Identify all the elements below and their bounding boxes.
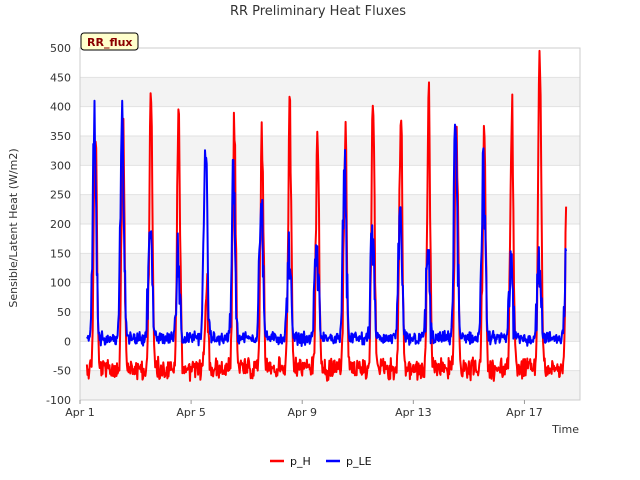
plot-band (80, 77, 580, 107)
plot-band (80, 194, 580, 224)
y-tick-label: 250 (50, 189, 71, 202)
y-tick-label: 400 (50, 101, 71, 114)
site-badge-box (80, 32, 139, 51)
x-tick-label: Apr 9 (287, 406, 317, 419)
y-tick-label: -100 (46, 394, 71, 407)
x-tick-label: Apr 5 (176, 406, 206, 419)
chart-title: RR Preliminary Heat Fluxes (230, 4, 406, 19)
plot-band (80, 253, 580, 283)
x-axis-label: Time (551, 423, 579, 436)
y-tick-label: 300 (50, 159, 71, 172)
series-lines (85, 49, 568, 382)
plot-frame (79, 47, 581, 401)
x-tick-label: Apr 13 (395, 406, 432, 419)
x-axis-ticks: Apr 1 Apr 5 Apr 9 Apr 13 Apr 17 (65, 400, 543, 419)
y-tick-label: 450 (50, 71, 71, 84)
x-tick-label: Apr 1 (65, 406, 95, 419)
legend-label-p-le: p_LE (346, 455, 372, 468)
plot-background (80, 77, 580, 400)
legend-label-p-h: p_H (290, 455, 311, 468)
y-axis-label: Sensible/Latent Heat (W/m2) (7, 148, 20, 307)
legend: p_H p_LE (270, 455, 372, 468)
y-tick-label: 150 (50, 247, 71, 260)
y-tick-label: 350 (50, 130, 71, 143)
y-tick-label: 0 (64, 335, 71, 348)
site-badge: RR_flux (80, 32, 139, 51)
x-tick-label: Apr 17 (506, 406, 543, 419)
y-tick-label: -50 (53, 365, 71, 378)
site-badge-label: RR_flux (87, 36, 133, 49)
y-tick-label: 500 (50, 42, 71, 55)
y-tick-label: 50 (57, 306, 71, 319)
y-tick-label: 100 (50, 277, 71, 290)
plot-band (80, 136, 580, 166)
y-tick-label: 200 (50, 218, 71, 231)
series-line-p-le (86, 99, 568, 347)
y-axis-ticks: -100 -50 0 50 100 150 200 250 300 350 400 450 500 (46, 42, 71, 407)
